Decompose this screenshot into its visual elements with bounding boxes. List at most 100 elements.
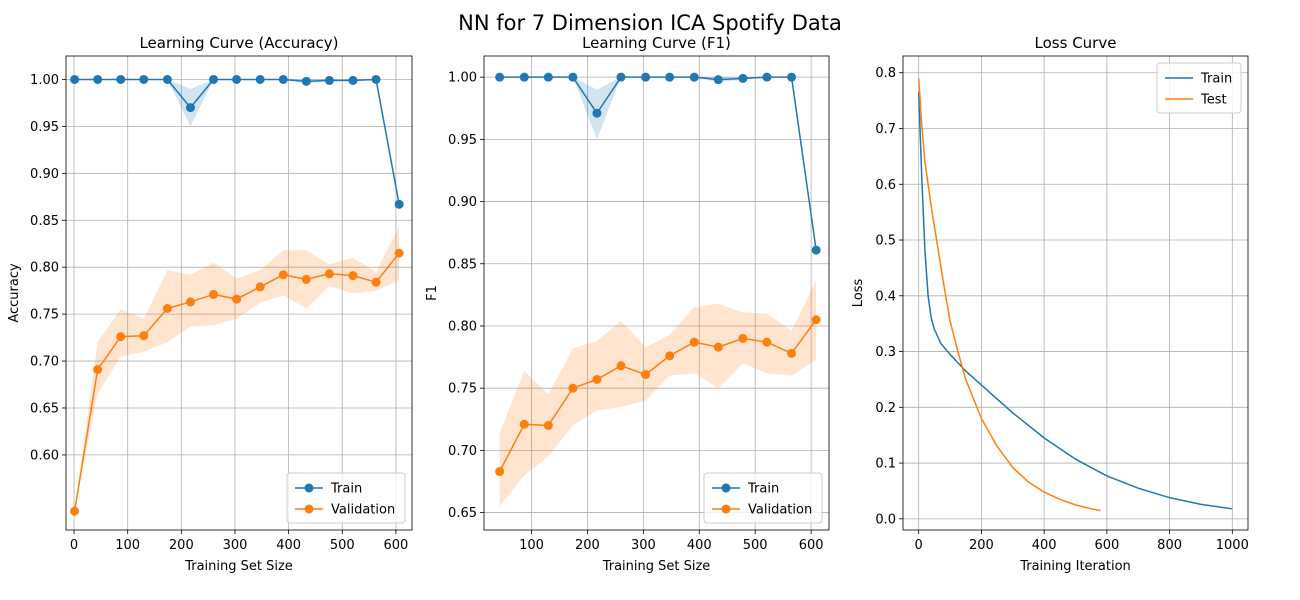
data-point-train (616, 72, 626, 82)
x-tick-label: 500 (743, 538, 768, 553)
data-point-train (689, 72, 699, 82)
data-point-validation (116, 332, 126, 342)
y-tick-label: 0.3 (875, 345, 896, 360)
series-line-test (917, 78, 1101, 512)
data-point-validation (185, 297, 195, 307)
legend-marker-train (721, 483, 731, 493)
x-tick-label: 600 (383, 538, 408, 553)
data-point-train (787, 72, 797, 82)
data-point-validation (689, 337, 699, 347)
legend-label-train: Train (330, 482, 362, 497)
legend-label-train: Train (747, 482, 779, 497)
x-tick-label: 100 (519, 538, 544, 553)
grid-lines (66, 56, 412, 530)
y-tick-label: 0.4 (875, 289, 896, 304)
data-point-train (70, 74, 80, 84)
std-band-validation (74, 226, 400, 512)
y-tick-label: 0.65 (448, 506, 477, 521)
data-point-train (738, 73, 748, 83)
data-point-validation (713, 342, 723, 352)
y-tick-label: 0.95 (448, 133, 477, 148)
y-tick-label: 0.60 (30, 448, 59, 463)
chart-panels: 0 100 200 300 400 500 6000.600.650.700.750.800… (7, 34, 1249, 574)
data-point-train (568, 72, 578, 82)
grid-lines (484, 56, 829, 530)
data-point-train (324, 75, 334, 85)
data-point-validation (519, 419, 529, 429)
x-tick-label: 200 (969, 538, 994, 553)
y-tick-label: 0.0 (875, 512, 896, 527)
legend-label-validation: Validation (331, 503, 395, 518)
data-point-validation (301, 274, 311, 284)
data-area (495, 72, 821, 507)
data-area (917, 78, 1233, 512)
data-point-validation (665, 351, 675, 361)
series-line-train (74, 78, 400, 205)
x-axis-label: Training Set Size (184, 559, 293, 574)
data-point-validation (616, 361, 626, 371)
y-tick-label: 0.70 (30, 355, 59, 370)
y-axis-label: F1 (425, 285, 440, 301)
legend-frame (286, 472, 406, 524)
chart-title: Loss Curve (1035, 34, 1117, 52)
data-point-validation (93, 364, 103, 374)
y-tick-label: 0.90 (30, 167, 59, 182)
y-tick-label: 0.65 (30, 401, 59, 416)
series-line-train (917, 92, 1233, 510)
x-tick-label: 0 (70, 538, 78, 553)
x-tick-label: 300 (631, 538, 656, 553)
data-point-validation (568, 383, 578, 393)
axes-frame (902, 55, 1249, 531)
y-tick-label: 1.00 (448, 71, 477, 86)
std-band-train (499, 77, 817, 251)
std-band-train (74, 79, 400, 205)
data-point-validation (209, 289, 219, 299)
data-point-train (811, 245, 821, 255)
data-point-validation (811, 315, 821, 325)
x-tick-label: 0 (915, 538, 923, 553)
std-band-validation (499, 279, 817, 507)
data-point-train (93, 74, 103, 84)
y-tick-label: 0.5 (875, 234, 896, 249)
y-axis-label: Accuracy (7, 263, 22, 323)
data-point-train (348, 75, 358, 85)
data-point-validation (70, 506, 80, 516)
x-tick-label: 300 (223, 538, 248, 553)
legend: Train Test (1156, 62, 1242, 114)
chart-title: Learning Curve (Accuracy) (139, 34, 338, 52)
grid-lines (903, 56, 1248, 530)
legend: Train Validation (703, 472, 823, 524)
data-area (70, 74, 404, 516)
data-point-validation (787, 348, 797, 358)
data-point-validation (738, 333, 748, 343)
data-point-train (209, 74, 219, 84)
data-point-validation (371, 277, 381, 287)
y-tick-label: 0.85 (30, 214, 59, 229)
y-tick-label: 0.6 (875, 178, 896, 193)
y-tick-label: 0.75 (30, 308, 59, 323)
data-point-train (713, 75, 723, 85)
y-tick-label: 0.70 (448, 444, 477, 459)
x-tick-label: 200 (575, 538, 600, 553)
data-point-train (278, 74, 288, 84)
y-tick-label: 0.80 (30, 261, 59, 276)
y-tick-label: 0.2 (875, 401, 896, 416)
data-point-train (116, 74, 126, 84)
legend-frame (1156, 62, 1242, 114)
data-point-train (232, 74, 242, 84)
x-axis-label: Training Set Size (602, 559, 711, 574)
y-tick-label: 0.80 (448, 319, 477, 334)
data-point-train (641, 72, 651, 82)
y-tick-label: 0.8 (875, 66, 896, 81)
x-axis-label: Training Iteration (1019, 559, 1131, 574)
data-point-validation (278, 270, 288, 280)
data-point-validation (495, 467, 505, 477)
legend-label-test: Test (1200, 93, 1227, 108)
data-point-validation (543, 420, 553, 430)
data-point-train (371, 74, 381, 84)
y-tick-label: 0.1 (875, 457, 896, 472)
axes-frame (483, 55, 830, 531)
chart-panel-2: 100 200 300 400 500 600 0.65 0.70 0.75 0.80 0.85 0.… (425, 34, 830, 574)
y-tick-label: 0.95 (30, 120, 59, 135)
